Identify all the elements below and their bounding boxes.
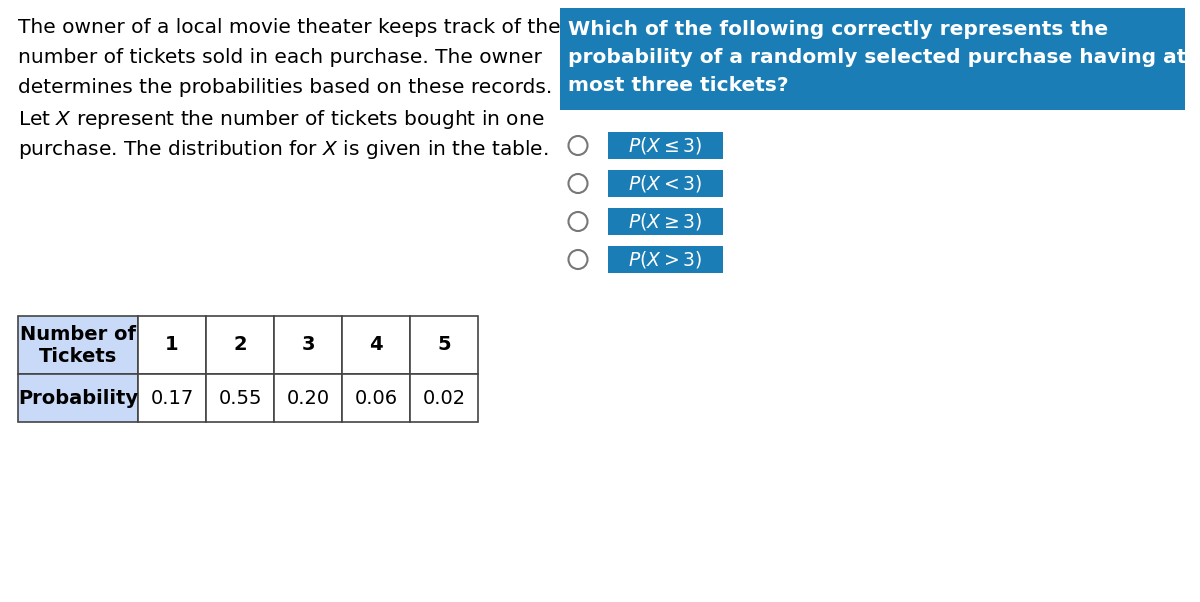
Bar: [560, 8, 1186, 110]
Text: Number of
Tickets: Number of Tickets: [20, 324, 136, 365]
Text: 0.17: 0.17: [150, 388, 193, 408]
Text: 0.02: 0.02: [422, 388, 466, 408]
Text: Probability: Probability: [18, 388, 138, 408]
Bar: [18, 316, 138, 374]
Text: number of tickets sold in each purchase. The owner: number of tickets sold in each purchase.…: [18, 48, 542, 67]
Bar: [608, 246, 722, 273]
Text: 5: 5: [437, 335, 451, 355]
Bar: [410, 374, 478, 422]
Bar: [206, 374, 274, 422]
Text: 0.55: 0.55: [218, 388, 262, 408]
Bar: [342, 316, 410, 374]
Text: probability of a randomly selected purchase having at: probability of a randomly selected purch…: [568, 48, 1187, 67]
Text: Which of the following correctly represents the: Which of the following correctly represe…: [568, 20, 1108, 39]
Bar: [608, 132, 722, 159]
Text: $P(X \geq 3)$: $P(X \geq 3)$: [629, 211, 702, 232]
Bar: [608, 208, 722, 235]
Text: Let $X$ represent the number of tickets bought in one: Let $X$ represent the number of tickets …: [18, 108, 545, 131]
Text: 0.20: 0.20: [287, 388, 330, 408]
Text: determines the probabilities based on these records.: determines the probabilities based on th…: [18, 78, 552, 97]
Text: 2: 2: [233, 335, 247, 355]
Bar: [138, 316, 206, 374]
Text: purchase. The distribution for $X$ is given in the table.: purchase. The distribution for $X$ is gi…: [18, 138, 548, 161]
Bar: [342, 374, 410, 422]
Bar: [206, 316, 274, 374]
Text: 3: 3: [301, 335, 314, 355]
Text: $P(X < 3)$: $P(X < 3)$: [629, 173, 702, 194]
Text: $P(X \leq 3)$: $P(X \leq 3)$: [629, 135, 702, 156]
Text: 0.06: 0.06: [354, 388, 397, 408]
Text: most three tickets?: most three tickets?: [568, 76, 788, 95]
Text: The owner of a local movie theater keeps track of the: The owner of a local movie theater keeps…: [18, 18, 560, 37]
Bar: [608, 170, 722, 197]
Bar: [18, 374, 138, 422]
Text: 4: 4: [370, 335, 383, 355]
Bar: [138, 374, 206, 422]
Bar: [410, 316, 478, 374]
Bar: [274, 316, 342, 374]
Text: 1: 1: [166, 335, 179, 355]
Bar: [274, 374, 342, 422]
Text: $P(X > 3)$: $P(X > 3)$: [629, 249, 702, 270]
